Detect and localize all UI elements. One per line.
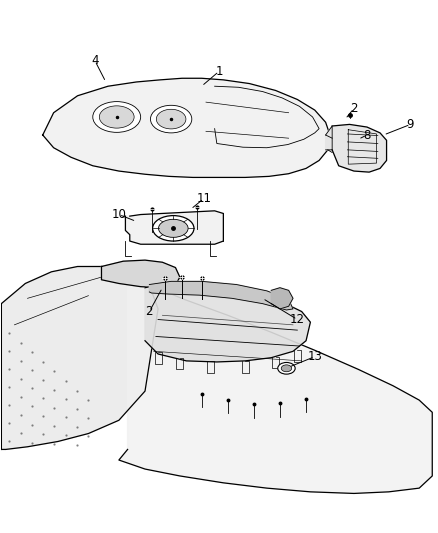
Ellipse shape — [93, 102, 141, 132]
Polygon shape — [102, 260, 180, 288]
Polygon shape — [149, 281, 293, 310]
Ellipse shape — [152, 216, 194, 241]
Polygon shape — [325, 126, 332, 150]
Polygon shape — [125, 211, 223, 244]
Text: 9: 9 — [407, 118, 414, 131]
Text: 8: 8 — [363, 128, 371, 141]
Ellipse shape — [159, 219, 188, 237]
Text: 1: 1 — [215, 65, 223, 78]
Polygon shape — [1, 266, 158, 449]
Polygon shape — [145, 284, 311, 362]
Text: 12: 12 — [290, 313, 305, 326]
Ellipse shape — [278, 362, 295, 374]
Polygon shape — [332, 124, 387, 172]
Polygon shape — [43, 78, 330, 177]
Text: 13: 13 — [307, 350, 322, 363]
Text: 2: 2 — [350, 102, 358, 115]
Polygon shape — [119, 273, 432, 494]
Text: 11: 11 — [196, 192, 211, 205]
Ellipse shape — [150, 106, 192, 133]
Ellipse shape — [156, 109, 186, 129]
Text: 2: 2 — [145, 305, 153, 318]
Ellipse shape — [99, 106, 134, 128]
Text: 4: 4 — [91, 54, 99, 67]
Ellipse shape — [281, 365, 292, 372]
Text: 10: 10 — [111, 208, 126, 221]
Polygon shape — [271, 288, 293, 309]
